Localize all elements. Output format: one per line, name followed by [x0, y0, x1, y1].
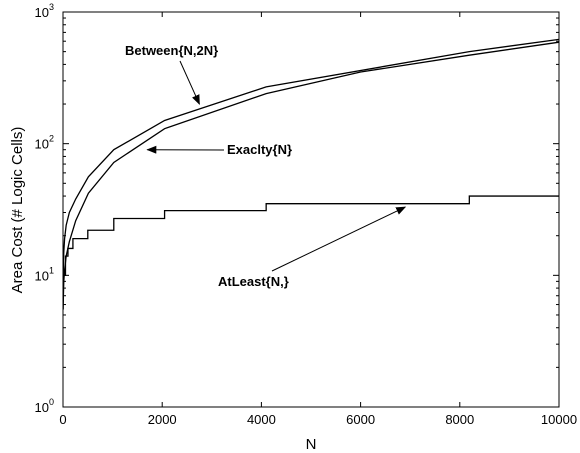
annotation-layer: Between{N,2N} Exaclty{N} AtLeast{N,} [125, 43, 407, 289]
x-tick-label: 2000 [148, 412, 177, 427]
x-tick-label: 8000 [445, 412, 474, 427]
y-tick-exponent: 1 [49, 265, 54, 275]
x-tick-label: 6000 [346, 412, 375, 427]
annotation-arrow-atleast [271, 206, 407, 272]
series-line-exactly [62, 41, 560, 310]
y-tick-base: 10 [35, 268, 49, 283]
annotation-arrow-between [179, 60, 200, 105]
y-tick-label: 103 [35, 2, 54, 20]
series-layer [62, 38, 560, 310]
annotation-exactly: Exaclty{N} [227, 142, 292, 157]
y-tick-exponent: 0 [49, 397, 54, 407]
y-axis-title: Area Cost (# Logic Cells) [9, 127, 26, 294]
x-tick-label: 10000 [541, 412, 577, 427]
y-tick-exponent: 3 [49, 2, 54, 12]
y-tick-base: 10 [35, 5, 49, 20]
y-tick-label: 101 [35, 265, 54, 283]
annotation-between: Between{N,2N} [125, 43, 218, 58]
series-line-between [62, 38, 560, 282]
x-axis-title: N [306, 436, 317, 453]
y-tick-base: 10 [35, 400, 49, 415]
x-axis: 0 2000 4000 6000 8000 10000 [59, 12, 577, 427]
x-tick-label: 0 [59, 412, 66, 427]
annotation-atleast: AtLeast{N,} [218, 274, 289, 289]
y-tick-base: 10 [35, 137, 49, 152]
y-tick-label: 100 [35, 397, 54, 415]
x-tick-label: 4000 [247, 412, 276, 427]
series-line-atleast [63, 195, 559, 276]
plot-frame [62, 11, 560, 408]
y-tick-exponent: 2 [49, 134, 54, 144]
y-tick-label: 102 [35, 134, 54, 152]
